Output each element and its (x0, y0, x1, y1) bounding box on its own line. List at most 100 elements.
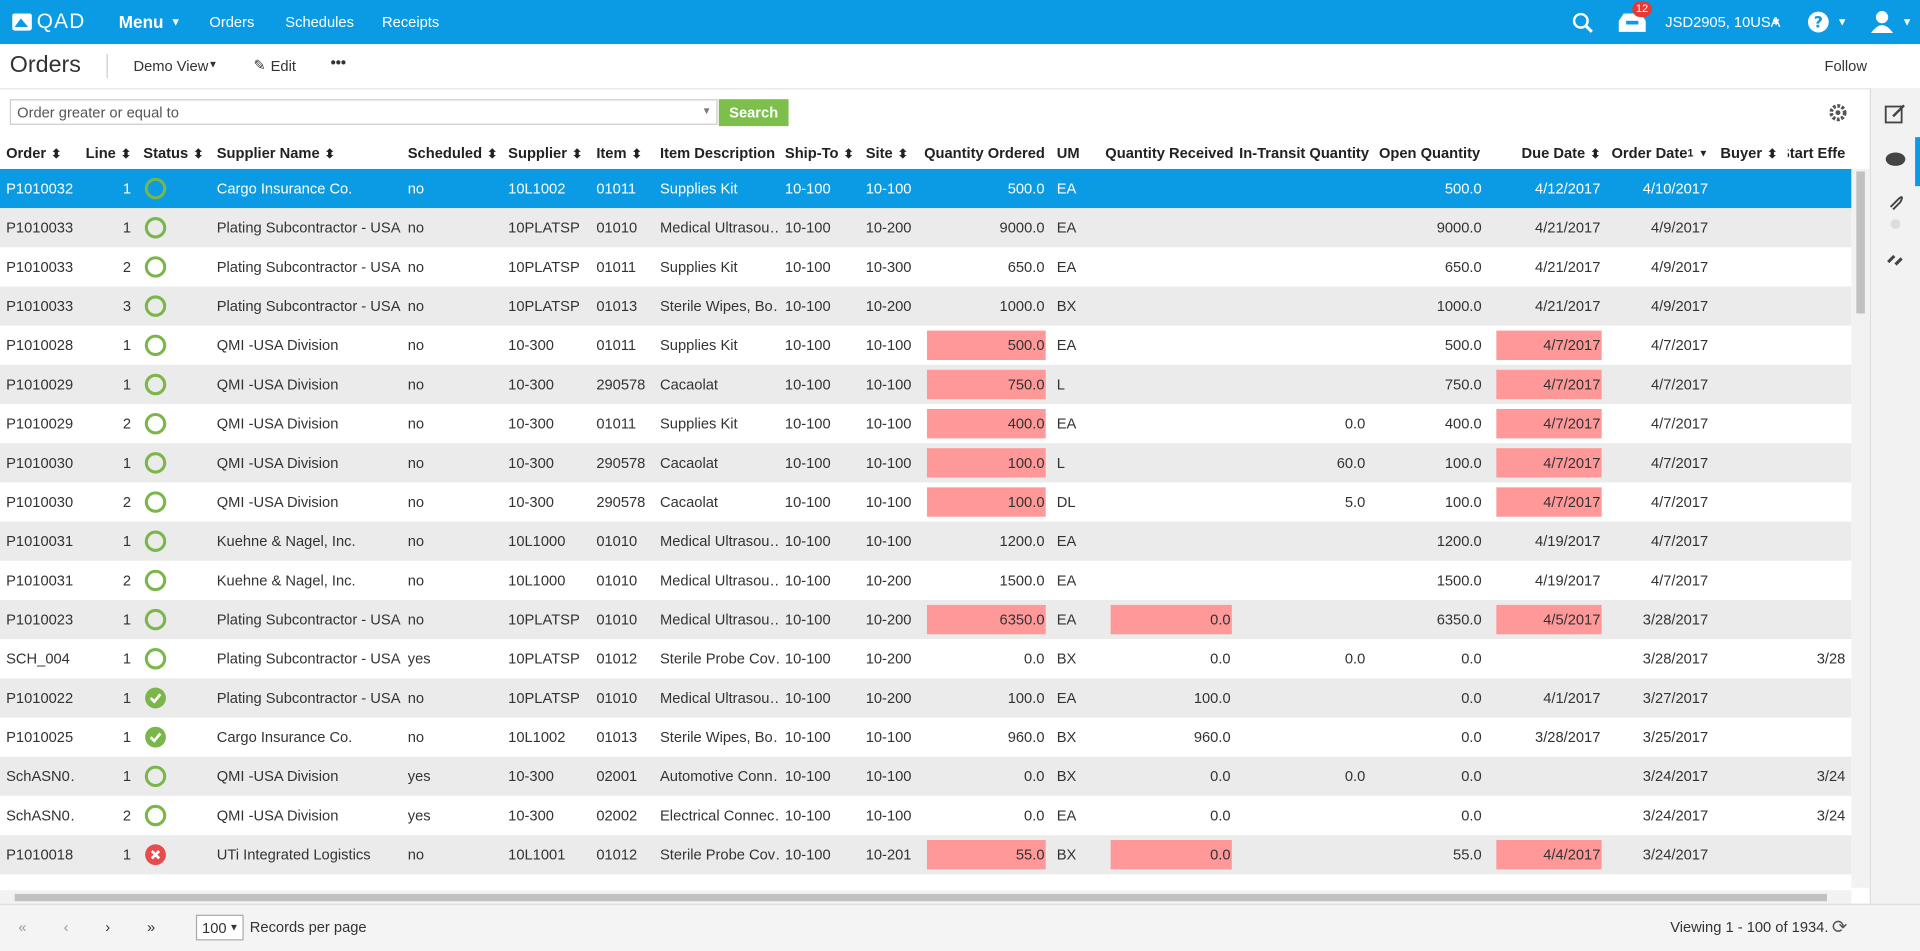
grid-cell: QMI -USA Division (211, 365, 402, 404)
filter-input[interactable]: Order greater or equal to ▼ (9, 99, 718, 125)
cell-text: Cargo Insurance Co. (216, 180, 353, 198)
grid-row[interactable]: P1010032 1 Cargo Insurance Co. no 10L1002 010… (0, 168, 1852, 209)
grid-cell: 2 (76, 404, 137, 443)
status-open (144, 412, 167, 435)
nav-link[interactable]: Receipts (382, 13, 440, 31)
view-select[interactable]: Demo View (133, 57, 209, 75)
column-header[interactable]: Supplier (502, 137, 590, 169)
grid-cell: 1 (76, 326, 137, 365)
user-site[interactable]: JSD2905, 10USA (1665, 13, 1781, 31)
column-header[interactable]: Scheduled (402, 137, 502, 169)
user-icon[interactable] (1870, 10, 1894, 34)
column-header[interactable]: Ship-To (779, 137, 860, 169)
last-page[interactable]: » (146, 918, 156, 936)
column-header[interactable]: Item (590, 137, 654, 169)
grid-cell (1488, 757, 1607, 796)
v-thumb[interactable] (1856, 171, 1865, 314)
grid-cell: P1010025 (0, 718, 76, 757)
cell-text: BX (1056, 846, 1077, 864)
cell-text: 10-200 (865, 689, 912, 707)
search-icon[interactable] (1572, 12, 1594, 34)
grid-row[interactable]: P1010018 1 UTi Integrated Logistics no 10L10… (0, 835, 1852, 875)
grid-cell: 0.0 (1102, 796, 1237, 835)
grid-cell: 10-300 (860, 247, 919, 286)
grid-cell: 10-100 (779, 404, 860, 443)
inbox-icon[interactable] (1618, 11, 1647, 33)
grid-cell: P1010028 (0, 326, 76, 365)
grid-row[interactable]: SCH_004 1 Plating Subcontractor - USA yes 10… (0, 639, 1852, 679)
search-button[interactable]: Search (718, 99, 789, 127)
h-scrollbar[interactable] (0, 890, 1852, 904)
help-icon[interactable]: ? (1807, 11, 1829, 33)
cell-text: P1010033 (6, 258, 74, 276)
cell-text: 1000.0 (1436, 297, 1482, 315)
first-page[interactable]: « (18, 918, 27, 936)
grid-cell (1788, 169, 1852, 208)
grid-row[interactable]: P1010029 2 QMI -USA Division no 10-300 01011 S… (0, 404, 1852, 444)
page-size-select[interactable]: 100 ▼ (195, 914, 244, 941)
status-icon (144, 491, 167, 513)
grid-cell: 3/28/2017 (1607, 600, 1715, 639)
prev-page[interactable]: ‹ (63, 918, 69, 936)
grid-row[interactable]: P1010023 1 Plating Subcontractor - USA no 10… (0, 600, 1852, 640)
grid-row[interactable]: P1010033 2 Plating Subcontractor - USA no 10… (0, 247, 1852, 287)
grid-row[interactable]: P1010031 2 Kuehne & Nagel, Inc. no 10L1000 01… (0, 560, 1852, 600)
column-header[interactable]: Line (76, 137, 137, 169)
more-button[interactable]: ••• (330, 53, 347, 72)
grid-row[interactable]: P1010030 2 QMI -USA Division no 10-300 290578… (0, 482, 1852, 522)
column-header[interactable]: Site (860, 137, 919, 169)
v-scrollbar[interactable] (1851, 168, 1870, 888)
grid-row[interactable]: SchASN0… 2 QMI -USA Division yes 10-300 02002… (0, 795, 1852, 836)
status-icon (144, 569, 167, 592)
grid-row[interactable]: P1010029 1 QMI -USA Division no 10-300 290578… (0, 364, 1852, 405)
column-header[interactable]: Buyer (1714, 137, 1787, 169)
h-thumb[interactable] (14, 893, 1827, 902)
cell-text: 500.0 (1007, 336, 1045, 354)
grid-cell: 10-200 (860, 561, 919, 600)
column-header[interactable]: Order (0, 137, 76, 169)
column-header[interactable]: Open Quantity (1371, 137, 1487, 169)
grid-row[interactable]: P1010033 1 Plating Subcontractor - USA no 10… (0, 208, 1852, 248)
grid-cell (1102, 287, 1237, 326)
nav-link[interactable]: Schedules (285, 13, 354, 31)
grid-cell: 10-100 (779, 639, 860, 678)
column-header[interactable]: Start Effe (1788, 137, 1852, 169)
column-header[interactable]: Due Date (1488, 137, 1607, 169)
column-header[interactable]: Quantity Ordered (918, 137, 1050, 169)
grid-cell (1714, 600, 1787, 639)
column-header[interactable]: In-Transit Quantity (1237, 137, 1372, 169)
column-header[interactable]: Order Date 1 (1607, 137, 1715, 169)
grid-row[interactable]: P1010031 1 Kuehne & Nagel, Inc. no 10L1000 01… (0, 521, 1852, 561)
grid-cell: 10-100 (779, 326, 860, 365)
caret: ▼ (1836, 15, 1848, 29)
column-header[interactable]: Status (137, 137, 210, 169)
follow-button[interactable]: Follow (1824, 57, 1867, 75)
grid-cell: no (402, 208, 502, 247)
settings-icon[interactable] (1828, 103, 1848, 123)
nav-link[interactable]: Orders (209, 13, 255, 31)
cell-text: 4/9/2017 (1650, 297, 1709, 315)
grid-cell (137, 326, 210, 365)
column-header[interactable]: Supplier Name (211, 137, 402, 169)
grid-row[interactable]: P1010033 3 Plating Subcontractor - USA no 10… (0, 286, 1852, 326)
grid-cell: 10-100 (860, 796, 919, 835)
grid-cell (137, 482, 210, 521)
edit-button[interactable]: Edit (270, 57, 296, 75)
column-header[interactable]: Item Description (654, 137, 779, 169)
grid-row[interactable]: P1010030 1 QMI -USA Division no 10-300 290578… (0, 443, 1852, 483)
grid-cell (1488, 796, 1607, 835)
cell-text: Plating Subcontractor - USA (216, 689, 401, 707)
grid-cell: BX (1051, 718, 1102, 757)
column-header[interactable]: Quantity Received (1102, 137, 1237, 169)
grid-cell (1788, 522, 1852, 561)
grid-cell: 10-100 (779, 835, 860, 874)
grid-cell (1714, 796, 1787, 835)
grid-row[interactable]: P1010025 1 Cargo Insurance Co. no 10L1002 010… (0, 717, 1852, 757)
refresh[interactable]: ⟳ (1831, 917, 1848, 938)
grid-row[interactable]: SchASN0… 1 QMI -USA Division yes 10-300 02001… (0, 756, 1852, 796)
next-page[interactable]: › (105, 918, 111, 936)
column-header[interactable]: UM (1051, 137, 1102, 169)
grid-row[interactable]: P1010022 1 Plating Subcontractor - USA no 10… (0, 678, 1852, 718)
menu[interactable]: Menu (118, 12, 164, 32)
grid-row[interactable]: P1010028 1 QMI -USA Division no 10-300 01011 S… (0, 325, 1852, 365)
